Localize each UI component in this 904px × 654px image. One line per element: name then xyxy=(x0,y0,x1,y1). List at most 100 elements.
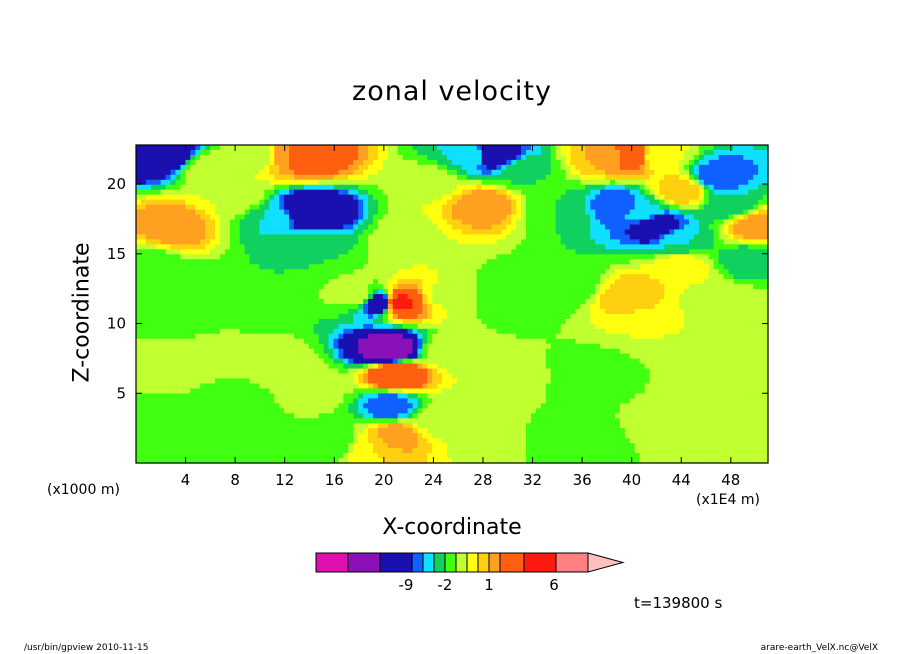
field-cell xyxy=(333,308,340,315)
field-cell xyxy=(432,179,438,186)
field-cell xyxy=(728,299,735,305)
field-cell xyxy=(368,189,374,196)
field-cell xyxy=(442,239,448,245)
field-cell xyxy=(595,214,601,221)
field-cell xyxy=(674,145,680,151)
field-cell xyxy=(619,239,626,245)
field-cell xyxy=(150,338,157,345)
field-cell xyxy=(590,159,596,166)
field-cell xyxy=(185,219,191,226)
field-cell xyxy=(215,224,221,231)
field-cell xyxy=(180,323,186,330)
field-cell xyxy=(452,299,458,305)
field-cell xyxy=(289,234,295,241)
field-cell xyxy=(328,259,335,265)
field-cell xyxy=(452,234,458,241)
field-cell xyxy=(452,333,458,340)
field-cell xyxy=(575,154,581,161)
field-cell xyxy=(145,199,152,206)
field-cell xyxy=(308,164,315,171)
field-cell xyxy=(634,224,641,231)
field-cell xyxy=(590,264,596,270)
field-cell xyxy=(210,199,216,206)
field-cell xyxy=(175,294,182,300)
field-cell xyxy=(195,264,201,270)
field-cell xyxy=(343,189,349,196)
field-cell xyxy=(155,234,162,241)
field-cell xyxy=(407,154,414,161)
field-cell xyxy=(244,199,251,206)
field-cell xyxy=(471,224,478,231)
field-cell xyxy=(639,299,646,305)
field-cell xyxy=(758,189,764,196)
field-cell xyxy=(249,244,256,250)
field-cell xyxy=(303,184,310,191)
field-cell xyxy=(659,179,665,186)
field-cell xyxy=(758,145,764,151)
field-cell xyxy=(481,279,488,285)
field-cell xyxy=(610,318,616,325)
field-cell xyxy=(234,304,241,310)
field-cell xyxy=(397,294,404,300)
field-cell xyxy=(422,214,428,221)
field-cell xyxy=(639,234,646,241)
field-cell xyxy=(200,174,206,181)
field-cell xyxy=(160,229,167,236)
field-cell xyxy=(338,274,344,280)
field-cell xyxy=(224,269,231,275)
field-cell xyxy=(249,164,256,171)
field-cell xyxy=(412,229,419,236)
field-cell xyxy=(689,259,695,265)
field-cell xyxy=(150,274,157,280)
field-cell xyxy=(526,174,532,181)
field-cell xyxy=(649,274,656,280)
field-cell xyxy=(417,164,423,171)
field-cell xyxy=(279,289,285,295)
field-cell xyxy=(743,249,749,255)
field-cell xyxy=(303,174,310,181)
field-cell xyxy=(575,274,581,280)
field-cell xyxy=(481,308,488,315)
field-cell xyxy=(486,254,493,260)
field-cell xyxy=(377,323,384,330)
field-cell xyxy=(190,164,196,171)
field-cell xyxy=(669,234,675,241)
field-cell xyxy=(466,194,473,201)
field-cell xyxy=(738,149,744,156)
field-cell xyxy=(219,294,226,300)
field-cell xyxy=(303,214,310,221)
field-cell xyxy=(244,209,251,216)
field-cell xyxy=(195,194,201,201)
field-cell xyxy=(259,279,265,285)
field-cell xyxy=(674,229,680,236)
field-cell xyxy=(328,179,335,186)
field-cell xyxy=(550,284,557,290)
field-cell xyxy=(432,259,438,265)
field-cell xyxy=(718,304,725,310)
field-cell xyxy=(679,164,685,171)
field-cell xyxy=(313,313,320,320)
field-cell xyxy=(353,299,359,305)
field-cell xyxy=(180,145,186,151)
field-cell xyxy=(634,254,641,260)
field-cell xyxy=(195,234,201,241)
field-cell xyxy=(511,204,517,211)
field-cell xyxy=(249,169,256,176)
field-cell xyxy=(353,269,359,275)
field-cell xyxy=(155,284,162,290)
field-cell xyxy=(160,219,167,226)
field-cell xyxy=(471,313,478,320)
field-cell xyxy=(427,289,433,295)
field-cell xyxy=(456,159,463,166)
field-cell xyxy=(382,289,389,295)
field-cell xyxy=(447,229,453,236)
field-cell xyxy=(605,239,611,245)
field-cell xyxy=(229,269,236,275)
field-cell xyxy=(693,164,700,171)
field-cell xyxy=(698,279,705,285)
field-cell xyxy=(590,274,596,280)
field-cell xyxy=(368,169,374,176)
field-cell xyxy=(728,194,735,201)
field-cell xyxy=(570,194,577,201)
field-cell xyxy=(758,224,764,231)
